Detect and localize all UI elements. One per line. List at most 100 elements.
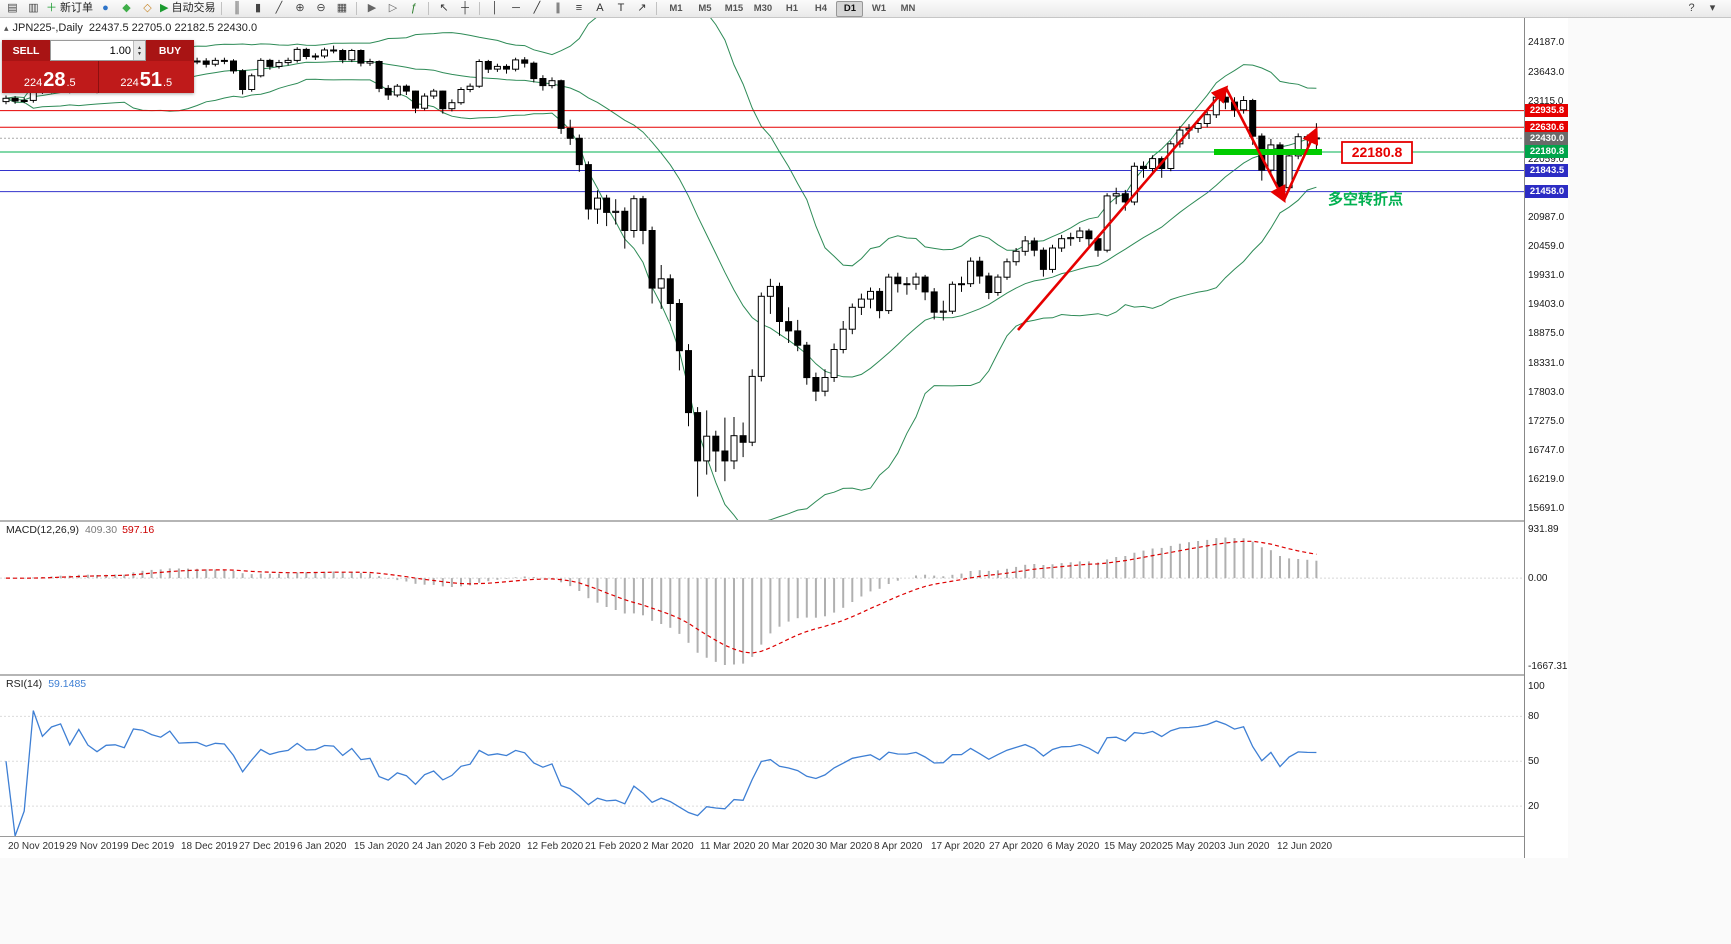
auto-scroll-icon: ▶	[367, 2, 377, 14]
timeframe-h4[interactable]: H4	[814, 3, 828, 14]
date-label: 12 Jun 2020	[1277, 841, 1333, 852]
rsi-canvas[interactable]	[0, 676, 1524, 836]
arrows-icon[interactable]: ↗	[632, 0, 651, 17]
date-label: 27 Dec 2019	[239, 841, 296, 852]
buy-price[interactable]: 224 51.5	[98, 61, 194, 93]
new-order-button[interactable]: ＋新订单	[45, 0, 94, 17]
sell-price[interactable]: 224 28.5	[2, 61, 99, 93]
bollinger-middle-band	[5, 61, 1317, 378]
trendline-icon[interactable]: ╱	[527, 0, 546, 17]
text-icon: A	[596, 2, 604, 14]
macd-canvas[interactable]	[0, 522, 1524, 674]
zoom-out-icon[interactable]: ⊖	[311, 0, 330, 17]
timeframe-d1[interactable]: D1	[836, 0, 864, 17]
candle-chart-icon[interactable]: ▮	[248, 0, 267, 17]
timeframe-m1[interactable]: M1	[669, 3, 683, 14]
price-annotation-box[interactable]	[1341, 141, 1413, 164]
panel-separator[interactable]	[0, 674, 1568, 676]
sell-price-big: 28	[43, 69, 66, 91]
toolbar-right-group: ? ▾	[1681, 0, 1723, 17]
auto-scroll-icon[interactable]: ▶	[362, 0, 381, 17]
volume-down-icon[interactable]: ▼	[137, 50, 142, 57]
date-label: 25 May 2020	[1162, 841, 1220, 852]
tile-windows-icon[interactable]: ▦	[332, 0, 351, 17]
date-label: 20 Nov 2019	[8, 841, 65, 852]
macd-panel[interactable]: MACD(12,26,9) 409.30 597.16	[0, 522, 1524, 674]
rsi-tick: 80	[1528, 711, 1540, 722]
turning-point-note[interactable]: 多空转折点	[1328, 190, 1403, 208]
profiles-icon[interactable]: ▥	[24, 0, 43, 17]
buy-button[interactable]: BUY	[146, 40, 194, 61]
one-click-toggle-icon[interactable]: ▴	[4, 23, 9, 33]
new-order-label: 新订单	[60, 2, 93, 14]
bar-chart-icon[interactable]: ║	[227, 0, 246, 17]
timeframe-m15[interactable]: M15	[724, 3, 744, 14]
label-icon[interactable]: T	[611, 0, 630, 17]
navigator-icon[interactable]: ◇	[138, 0, 157, 17]
sell-button[interactable]: SELL	[2, 40, 50, 61]
price-tick: 19403.0	[1528, 299, 1565, 310]
rsi-panel[interactable]: RSI(14) 59.1485	[0, 676, 1524, 836]
timeframe-w1[interactable]: W1	[871, 3, 887, 14]
panel-separator[interactable]	[0, 520, 1568, 522]
timeframe-m5[interactable]: M5	[698, 3, 712, 14]
autotrading-button[interactable]: ▶ 自动交易	[159, 0, 216, 17]
rsi-line	[5, 710, 1317, 836]
crosshair-icon[interactable]: ┼	[455, 0, 474, 17]
sell-price-prefix: 224	[23, 77, 43, 89]
macd-name: MACD(12,26,9)	[6, 524, 79, 536]
macd-label: MACD(12,26,9) 409.30 597.16	[6, 524, 154, 536]
timeframe-mn[interactable]: MN	[900, 3, 916, 14]
volume-input[interactable]	[51, 41, 133, 60]
chart-shift-icon[interactable]: ▷	[383, 0, 402, 17]
date-label: 18 Dec 2019	[181, 841, 238, 852]
fibonacci-icon[interactable]: ≡	[569, 0, 588, 17]
fibonacci-icon: ≡	[575, 2, 583, 14]
volume-up-icon[interactable]: ▲	[137, 44, 142, 51]
zoom-in-icon: ⊕	[295, 2, 305, 14]
price-axis[interactable]: 24187.0 23643.0 23115.0 22059.0 20987.0 20459…	[1524, 18, 1569, 858]
new-chart-icon[interactable]: ▤	[3, 0, 22, 17]
help-icon[interactable]: ?	[1688, 2, 1695, 14]
navigator-icon: ◇	[143, 2, 152, 14]
toolbar-separator	[479, 2, 481, 15]
timeframe-h1[interactable]: H1	[785, 3, 799, 14]
chart-window: ▴ JPN225-,Daily 22437.5 22705.0 22182.5 22…	[0, 18, 1569, 858]
text-icon[interactable]: A	[590, 0, 609, 17]
date-label: 15 May 2020	[1104, 841, 1162, 852]
line-chart-icon[interactable]: ╱	[269, 0, 288, 17]
chart-panels: ▴ JPN225-,Daily 22437.5 22705.0 22182.5 22…	[0, 18, 1568, 858]
timeframe-m30[interactable]: M30	[753, 3, 773, 14]
indicators-icon[interactable]: ƒ	[404, 0, 423, 17]
candle-chart-icon: ▮	[254, 2, 261, 14]
toolbar-options-icon[interactable]: ▾	[1709, 2, 1716, 14]
macd-signal-value: 597.16	[122, 524, 155, 536]
vertical-line-icon[interactable]: │	[485, 0, 504, 17]
price-tick: 15691.0	[1528, 503, 1565, 514]
price-chart-canvas[interactable]: 22180.8 多空转折点	[0, 18, 1524, 520]
time-axis[interactable]: 20 Nov 2019 29 Nov 2019 9 Dec 2019 18 Dec 2…	[0, 837, 1524, 857]
date-label: 3 Jun 2020	[1220, 841, 1270, 852]
crosshair-icon: ┼	[461, 2, 469, 14]
trend-arrow-3[interactable]	[1282, 126, 1319, 201]
arrows-icon: ↗	[637, 2, 647, 14]
toolbar-separator	[221, 2, 223, 15]
trend-arrow-2[interactable]	[1224, 87, 1286, 204]
price-tick: 18875.0	[1528, 328, 1565, 339]
cursor-icon[interactable]: ↖	[434, 0, 453, 17]
zoom-in-icon[interactable]: ⊕	[290, 0, 309, 17]
market-watch-icon[interactable]: ●	[96, 0, 115, 17]
zoom-out-icon: ⊖	[316, 2, 326, 14]
date-label: 27 Apr 2020	[989, 841, 1043, 852]
trend-arrow-1[interactable]	[1017, 85, 1229, 331]
channel-icon[interactable]: ∥	[548, 0, 567, 17]
horizontal-line-icon[interactable]: ─	[506, 0, 525, 17]
label-icon: T	[617, 2, 625, 14]
volume-spinner: ▲ ▼	[133, 41, 145, 60]
data-window-icon[interactable]: ◆	[117, 0, 136, 17]
price-tick: 22059.0	[1528, 154, 1565, 165]
price-tick: 23643.0	[1528, 67, 1565, 78]
price-panel[interactable]: ▴ JPN225-,Daily 22437.5 22705.0 22182.5 22…	[0, 18, 1524, 520]
date-label: 11 Mar 2020	[700, 841, 756, 852]
macd-tick: 931.89	[1528, 524, 1559, 535]
